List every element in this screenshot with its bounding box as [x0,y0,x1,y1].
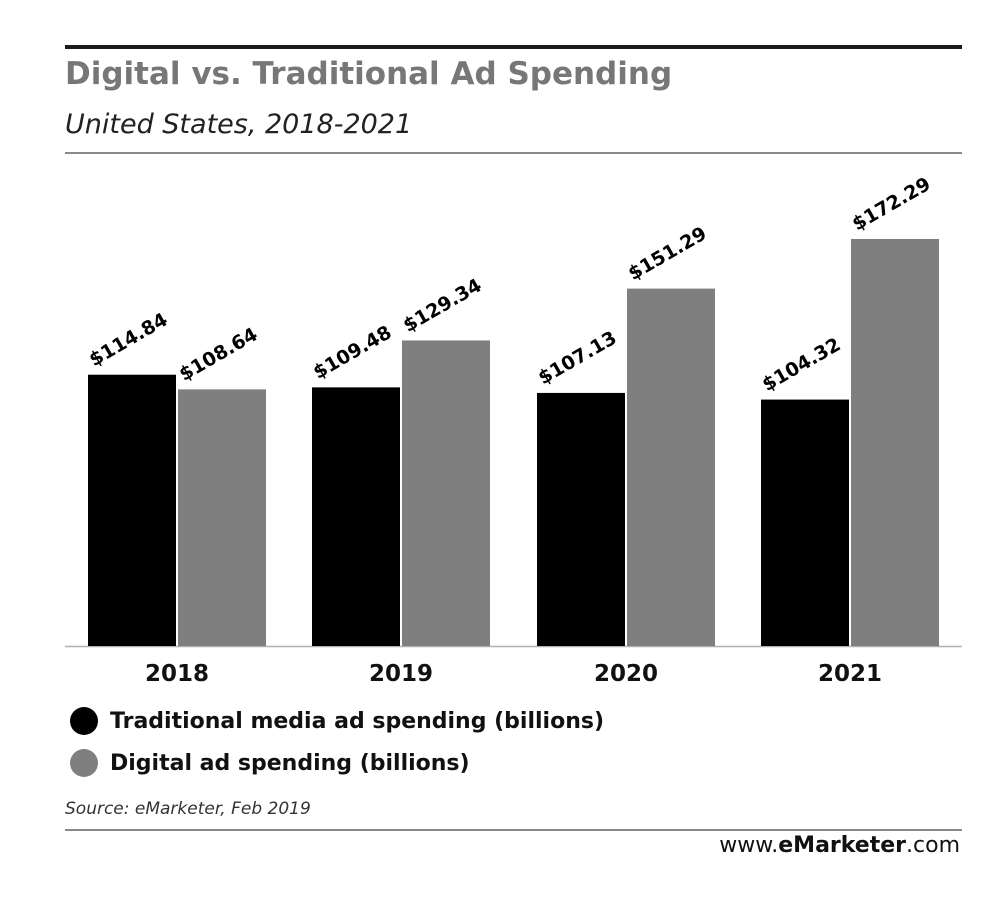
bottom-rule [65,829,962,831]
data-label-digital-2018: $108.64 [176,323,262,385]
bar-traditional-2019 [312,387,400,646]
legend: Traditional media ad spending (billions)… [70,703,604,787]
bar-digital-2018 [178,389,266,646]
brand-suffix: .com [906,833,960,858]
data-label-digital-2021: $172.29 [849,173,935,235]
data-label-digital-2019: $129.34 [400,274,486,336]
top-rule [65,45,962,49]
x-tick-label-2019: 2019 [369,661,433,687]
legend-item-traditional: Traditional media ad spending (billions) [70,703,604,739]
brand-prefix: www. [719,833,779,858]
bar-digital-2020 [627,288,715,646]
legend-label-traditional: Traditional media ad spending (billions) [110,708,605,734]
source-note: Source: eMarketer, Feb 2019 [65,799,311,819]
chart-subtitle: United States, 2018-2021 [65,109,413,140]
bar-digital-2021 [851,239,939,646]
legend-swatch-digital [70,749,98,777]
bar-traditional-2018 [88,374,176,646]
bar-traditional-2021 [761,399,849,646]
legend-swatch-traditional [70,707,98,735]
subtitle-rule [65,152,962,154]
legend-label-digital: Digital ad spending (billions) [110,750,470,776]
x-tick-label-2020: 2020 [594,661,658,687]
x-tick-label-2018: 2018 [145,661,209,687]
brand-url[interactable]: www.eMarketer.com [719,833,960,858]
brand-name: Marketer [793,833,907,858]
bar-traditional-2020 [537,392,625,646]
data-label-digital-2020: $151.29 [625,223,711,285]
data-label-traditional-2018: $114.84 [86,309,172,371]
bar-digital-2019 [402,340,490,646]
data-label-traditional-2019: $109.48 [310,321,396,383]
brand-e: e [778,833,794,858]
data-label-traditional-2021: $104.32 [759,334,845,396]
x-tick-label-2021: 2021 [818,661,882,687]
data-label-traditional-2020: $107.13 [535,327,621,389]
chart-title: Digital vs. Traditional Ad Spending [65,56,673,92]
legend-item-digital: Digital ad spending (billions) [70,745,604,781]
